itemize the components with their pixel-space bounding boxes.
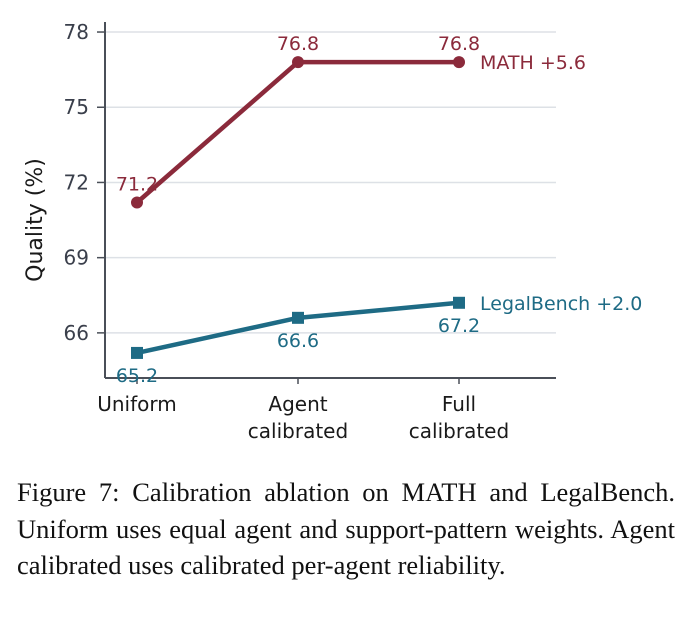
data-label: 76.8 [277, 33, 319, 55]
y-tick-label: 78 [64, 20, 89, 44]
data-point [453, 296, 465, 309]
data-label: 76.8 [438, 33, 480, 55]
data-label: 67.2 [438, 315, 480, 337]
series-end-label: LegalBench +2.0 [480, 293, 642, 315]
x-tick-label: Uniform [97, 392, 177, 416]
data-point [131, 346, 143, 359]
y-tick-label: 69 [64, 246, 89, 270]
data-point [292, 56, 304, 69]
series-end-label: MATH +5.6 [480, 52, 586, 74]
x-tick-label: calibrated [248, 419, 348, 443]
y-tick-label: 75 [64, 95, 89, 119]
y-tick-labels: 66 69 72 75 78 [64, 20, 105, 345]
x-tick-label: Agent [268, 392, 327, 416]
data-point [453, 56, 465, 69]
x-tick-label: calibrated [409, 419, 509, 443]
data-label: 65.2 [116, 365, 158, 387]
gridlines [105, 31, 556, 334]
y-tick-label: 72 [64, 170, 89, 194]
line-chart: 66 69 72 75 78 Uniform Agent calibrated Full cal… [23, 20, 643, 443]
x-tick-label: Full [442, 392, 476, 416]
y-axis-label: Quality (%) [23, 158, 48, 282]
figure-caption: Figure 7: Calibration ablation on MATH a… [17, 477, 675, 580]
axes [104, 22, 556, 379]
data-point [292, 311, 304, 324]
series-line [134, 59, 462, 205]
data-point [131, 196, 143, 209]
x-tick-labels: Uniform Agent calibrated Full calibrated [97, 378, 509, 443]
data-label: 71.2 [116, 174, 158, 196]
y-tick-label: 66 [64, 321, 89, 345]
data-label: 66.6 [277, 330, 319, 352]
